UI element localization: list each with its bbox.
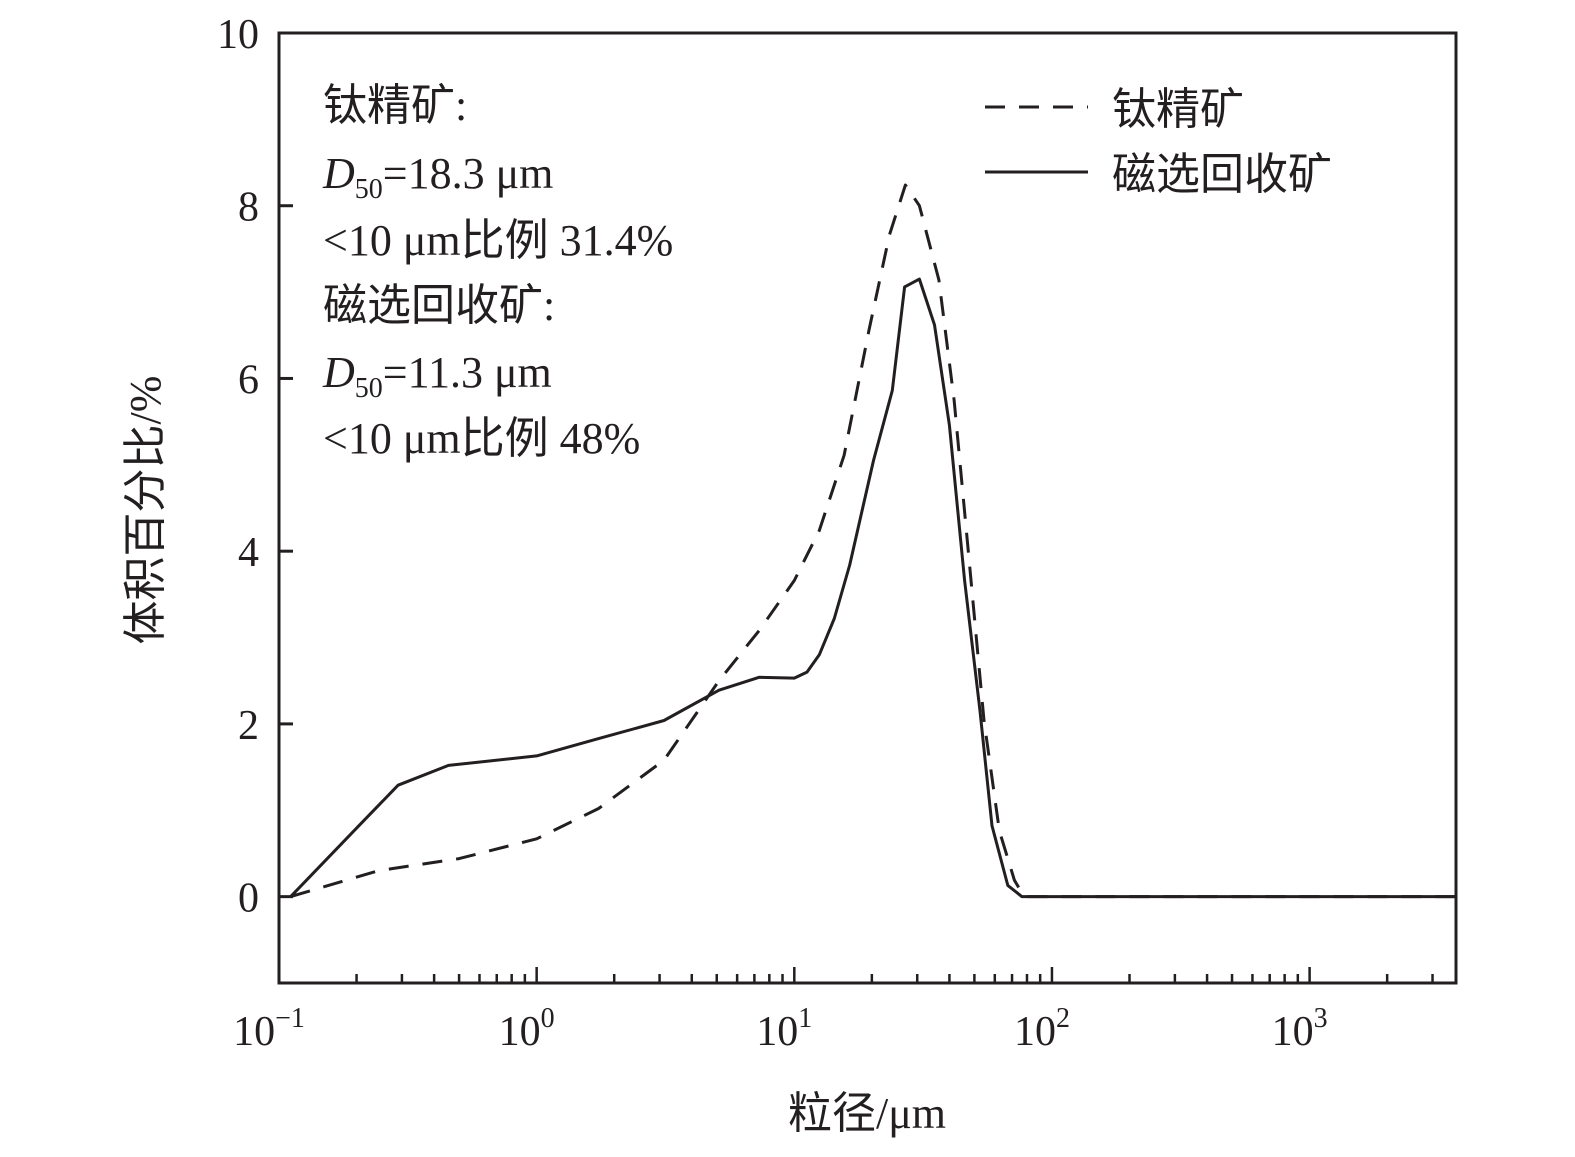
y-tick-label: 0 [238, 876, 259, 922]
legend-label-0: 钛精矿 [1112, 85, 1244, 134]
x-axis-title: 粒径/μm [788, 1089, 946, 1138]
x-tick-label: 10−1 [233, 1003, 305, 1055]
x-tick-label: 103 [1272, 1003, 1328, 1055]
annotation-block: 钛精矿: D50=18.3 μm <10 μm比例 31.4% 磁选回收矿: D… [322, 81, 673, 463]
y-tick-label: 8 [238, 185, 259, 231]
y-tick-label: 10 [217, 12, 259, 58]
y-axis: 0 2 4 6 8 10 [217, 12, 293, 922]
series-line-1 [289, 277, 1456, 899]
annotation-a-ratio: <10 μm比例 31.4% [323, 216, 673, 265]
annotation-a-d50: D50=18.3 μm [322, 149, 553, 205]
plot-frame [277, 31, 1458, 985]
y-tick-label: 4 [238, 530, 259, 576]
y-axis-title: 体积百分比/% [121, 376, 170, 645]
annotation-b-d50: D50=11.3 μm [322, 348, 552, 404]
y-tick-label: 6 [238, 357, 259, 403]
x-tick-label: 100 [499, 1003, 555, 1055]
x-tick-label: 102 [1014, 1003, 1070, 1055]
series-layer [289, 183, 1456, 899]
x-tick-label: 101 [756, 1003, 812, 1055]
legend-label-1: 磁选回收矿 [1112, 150, 1332, 199]
annotation-b-title: 磁选回收矿: [323, 281, 555, 330]
annotation-a-title: 钛精矿: [323, 81, 467, 130]
x-axis: 10−1 100 101 102 103 [233, 967, 1434, 1055]
series-line-0 [290, 183, 1456, 899]
legend: 钛精矿 磁选回收矿 [985, 85, 1332, 199]
annotation-b-ratio: <10 μm比例 48% [323, 414, 640, 463]
y-tick-label: 2 [238, 703, 259, 749]
